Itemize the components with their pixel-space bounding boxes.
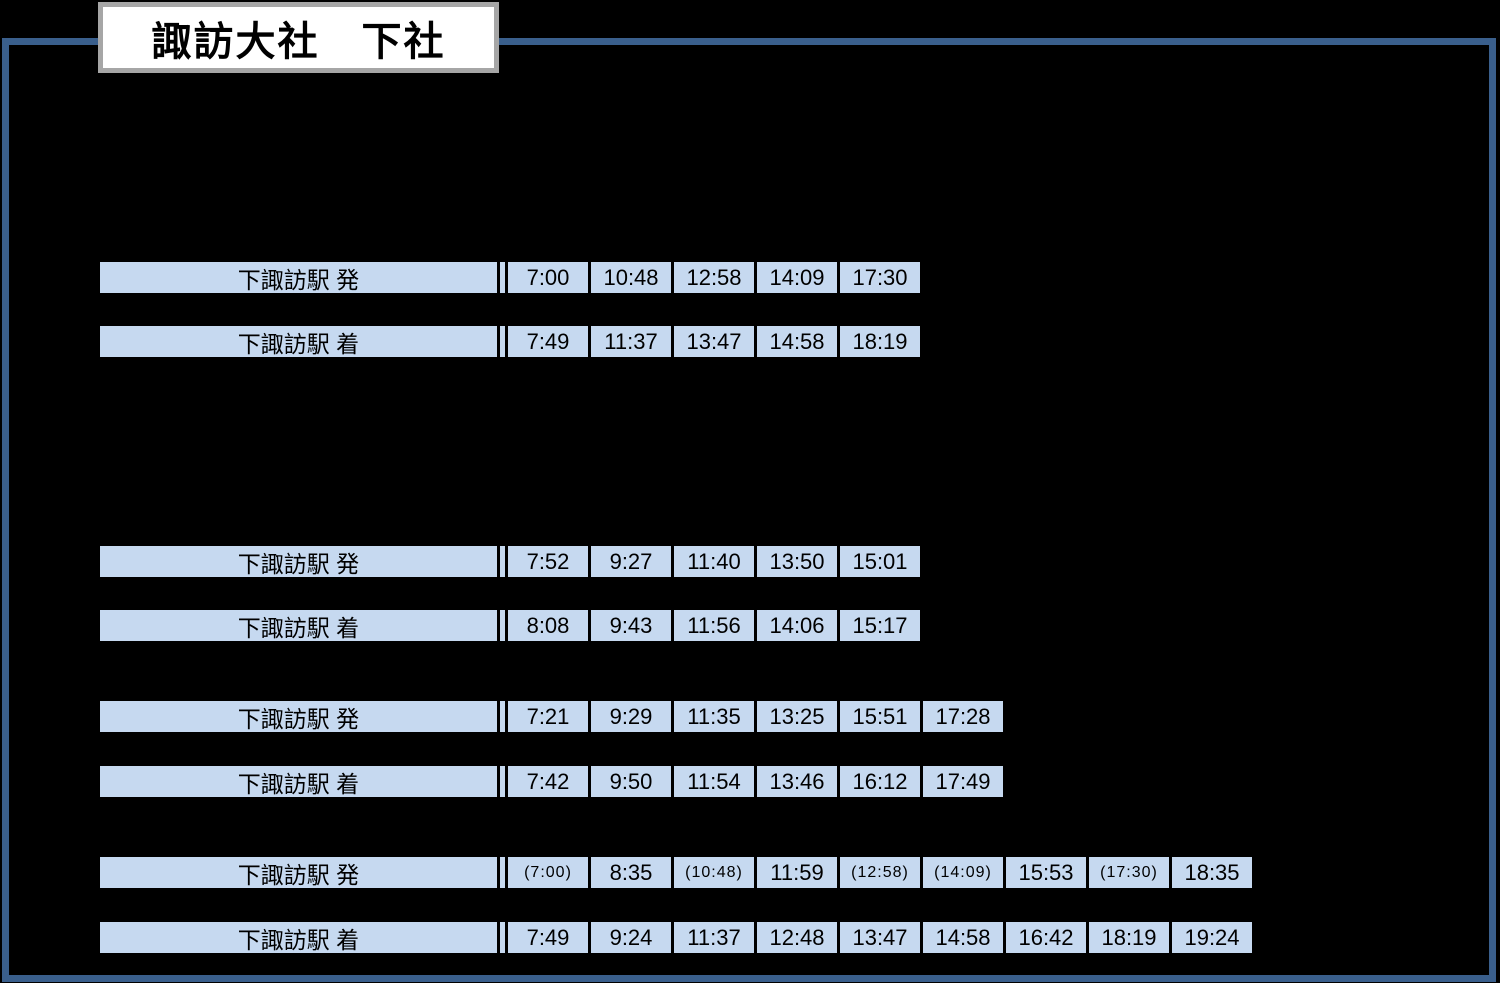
station-label-cell: 下諏訪駅 発 <box>100 857 497 888</box>
double-line-separator <box>500 610 505 641</box>
time-cell: 7:49 <box>508 326 588 357</box>
time-cell: 7:00 <box>508 262 588 293</box>
time-cell: 11:54 <box>674 766 754 797</box>
double-line-separator <box>500 922 505 953</box>
time-cell: 19:24 <box>1172 922 1252 953</box>
timetable-row-arrive: 下諏訪駅 着 7:49 9:24 11:37 12:48 13:47 14:58 16:42 1… <box>100 922 1252 953</box>
station-label-cell: 下諏訪駅 着 <box>100 610 497 641</box>
time-cell: 13:50 <box>757 546 837 577</box>
time-cell: 9:50 <box>591 766 671 797</box>
time-cell: 17:28 <box>923 701 1003 732</box>
time-cell: 9:43 <box>591 610 671 641</box>
slide-border-frame <box>2 38 1496 982</box>
time-cell: 11:59 <box>757 857 837 888</box>
time-cell: (7:00) <box>508 857 588 888</box>
time-cell: 15:01 <box>840 546 920 577</box>
time-cell: 17:30 <box>840 262 920 293</box>
time-cell: 7:49 <box>508 922 588 953</box>
page-title: 諏訪大社 下社 <box>151 19 446 64</box>
time-cell: 18:35 <box>1172 857 1252 888</box>
time-cell: 11:37 <box>591 326 671 357</box>
time-cell: 9:29 <box>591 701 671 732</box>
time-cell: 9:27 <box>591 546 671 577</box>
time-cell: 18:19 <box>840 326 920 357</box>
time-cell: 11:37 <box>674 922 754 953</box>
time-cell: 14:09 <box>757 262 837 293</box>
double-line-separator <box>500 766 505 797</box>
timetable-row-depart: 下諏訪駅 発 7:52 9:27 11:40 13:50 15:01 <box>100 546 920 577</box>
time-cell: 13:25 <box>757 701 837 732</box>
time-cell: 14:58 <box>923 922 1003 953</box>
time-cell: 8:35 <box>591 857 671 888</box>
time-cell: (14:09) <box>923 857 1003 888</box>
time-cell: 13:47 <box>840 922 920 953</box>
double-line-separator <box>500 857 505 888</box>
time-cell: 16:42 <box>1006 922 1086 953</box>
time-cell: 7:52 <box>508 546 588 577</box>
time-cell: (17:30) <box>1089 857 1169 888</box>
double-line-separator <box>500 546 505 577</box>
time-cell: 8:08 <box>508 610 588 641</box>
time-cell: 12:58 <box>674 262 754 293</box>
station-label-cell: 下諏訪駅 発 <box>100 546 497 577</box>
station-label-cell: 下諏訪駅 発 <box>100 262 497 293</box>
time-cell: (10:48) <box>674 857 754 888</box>
timetable-row-depart: 下諏訪駅 発 (7:00) 8:35 (10:48) 11:59 (12:58) (14:0… <box>100 857 1252 888</box>
title-box: 諏訪大社 下社 <box>98 2 499 73</box>
station-label-cell: 下諏訪駅 着 <box>100 326 497 357</box>
double-line-separator <box>500 262 505 293</box>
double-line-separator <box>500 701 505 732</box>
time-cell: 9:24 <box>591 922 671 953</box>
time-cell: 7:42 <box>508 766 588 797</box>
time-cell: 7:21 <box>508 701 588 732</box>
timetable-row-arrive: 下諏訪駅 着 8:08 9:43 11:56 14:06 15:17 <box>100 610 920 641</box>
time-cell: 11:40 <box>674 546 754 577</box>
time-cell: 17:49 <box>923 766 1003 797</box>
time-cell: 14:58 <box>757 326 837 357</box>
double-line-separator <box>500 326 505 357</box>
station-label-cell: 下諏訪駅 発 <box>100 701 497 732</box>
timetable-row-depart: 下諏訪駅 発 7:00 10:48 12:58 14:09 17:30 <box>100 262 920 293</box>
time-cell: 15:51 <box>840 701 920 732</box>
time-cell: 14:06 <box>757 610 837 641</box>
station-label-cell: 下諏訪駅 着 <box>100 766 497 797</box>
timetable-row-arrive: 下諏訪駅 着 7:49 11:37 13:47 14:58 18:19 <box>100 326 920 357</box>
time-cell: 15:17 <box>840 610 920 641</box>
time-cell: 15:53 <box>1006 857 1086 888</box>
time-cell: 12:48 <box>757 922 837 953</box>
station-label-cell: 下諏訪駅 着 <box>100 922 497 953</box>
time-cell: 13:47 <box>674 326 754 357</box>
time-cell: (12:58) <box>840 857 920 888</box>
time-cell: 11:56 <box>674 610 754 641</box>
time-cell: 11:35 <box>674 701 754 732</box>
timetable-row-arrive: 下諏訪駅 着 7:42 9:50 11:54 13:46 16:12 17:49 <box>100 766 1003 797</box>
time-cell: 13:46 <box>757 766 837 797</box>
time-cell: 18:19 <box>1089 922 1169 953</box>
timetable-row-depart: 下諏訪駅 発 7:21 9:29 11:35 13:25 15:51 17:28 <box>100 701 1003 732</box>
time-cell: 10:48 <box>591 262 671 293</box>
time-cell: 16:12 <box>840 766 920 797</box>
